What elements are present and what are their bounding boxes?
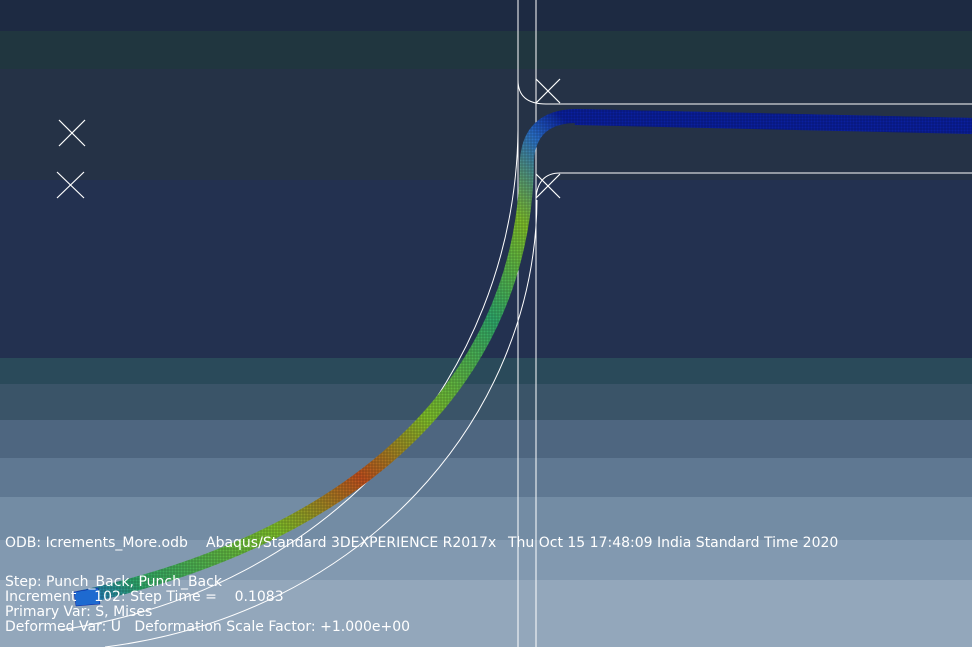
reference-point-marker[interactable] [535, 78, 561, 104]
deformed-var-label: Deformed Var: U Deformation Scale Factor… [5, 619, 411, 635]
reference-point-marker[interactable] [58, 119, 86, 147]
solver-version: Abaqus/Standard 3DEXPERIENCE R2017x [206, 535, 497, 551]
strip-end-cap [73, 587, 101, 607]
timestamp: Thu Oct 15 17:48:09 India Standard Time … [508, 535, 839, 551]
deformed-strip-flange-mesh [574, 109, 972, 134]
primary-var-label: Primary Var: S, Mises [5, 604, 153, 620]
lower-tool-outline [535, 172, 972, 199]
upper-tool-outline [517, 0, 972, 105]
increment-label: Increment 102: Step Time = 0.1083 [5, 589, 284, 605]
reference-point-marker[interactable] [535, 173, 561, 199]
deformed-strip-mesh [76, 108, 972, 605]
reference-point-marker[interactable] [56, 171, 85, 199]
step-label: Step: Punch_Back, Punch_Back [5, 574, 222, 590]
odb-filename: ODB: Icrements_More.odb [5, 535, 188, 551]
die-inner-arc [104, 199, 538, 647]
